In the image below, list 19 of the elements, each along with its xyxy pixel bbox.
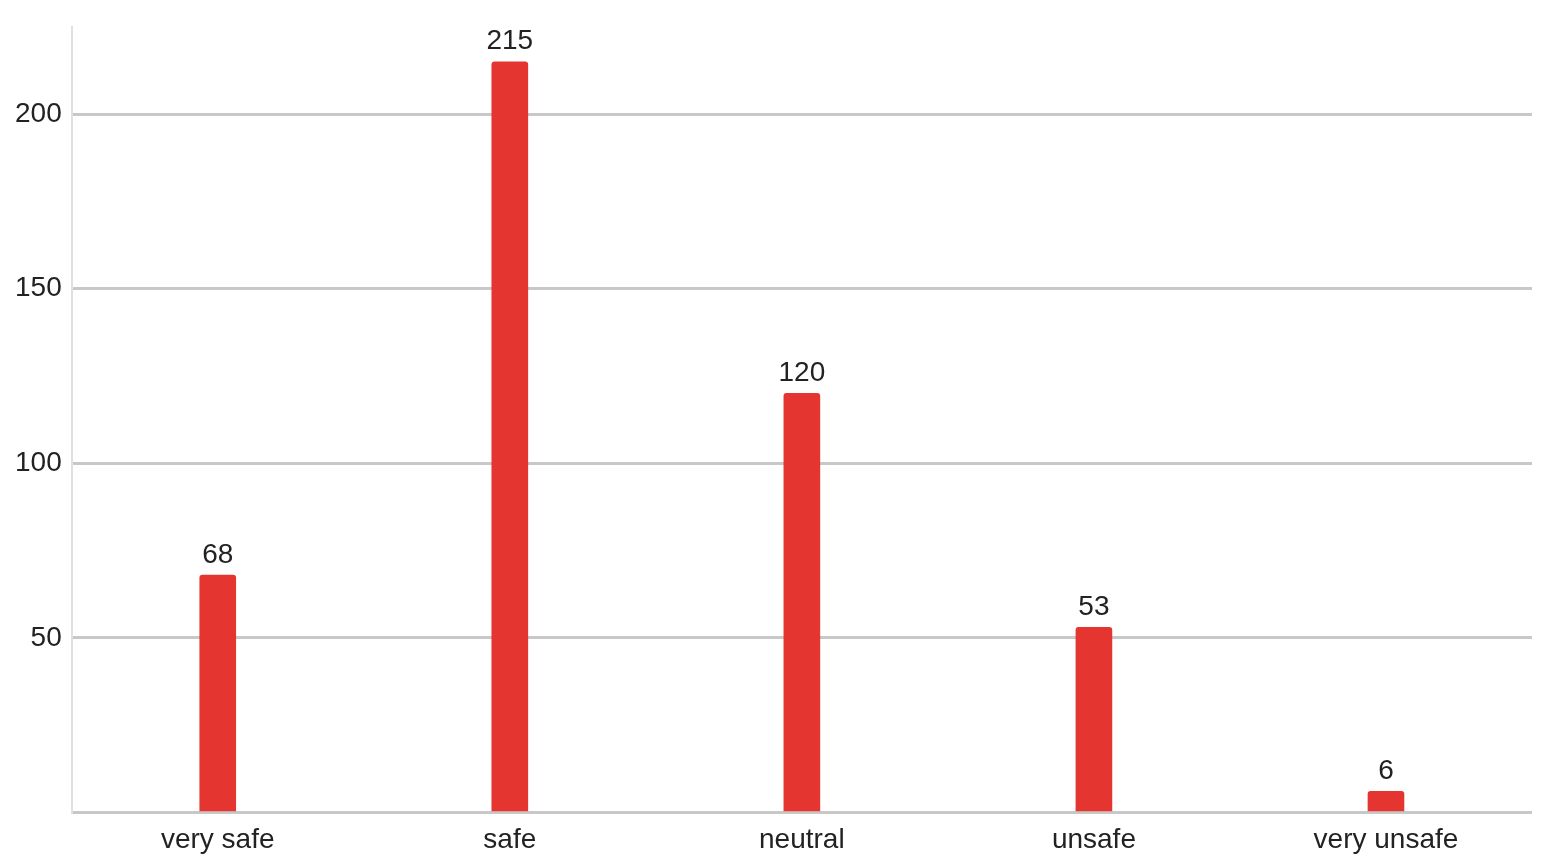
y-tick-label: 200 <box>15 96 62 128</box>
x-tick-label: very safe <box>160 822 275 854</box>
x-tick-label: unsafe <box>1051 822 1136 854</box>
data-label: 53 <box>1078 590 1110 622</box>
y-tick-label: 150 <box>15 271 62 303</box>
bar <box>491 61 529 812</box>
y-tick-label: 50 <box>30 620 62 652</box>
bar <box>1367 791 1405 812</box>
x-tick-label: neutral <box>759 822 845 854</box>
y-tick-label: 100 <box>15 445 62 477</box>
data-label: 6 <box>1378 754 1394 786</box>
bar <box>1075 627 1113 812</box>
data-label: 68 <box>202 537 234 569</box>
bar <box>199 574 237 812</box>
bar <box>783 393 821 812</box>
x-tick-label: very unsafe <box>1313 822 1459 854</box>
data-label: 215 <box>486 24 534 56</box>
data-label: 120 <box>778 356 826 388</box>
x-tick-label: safe <box>483 822 537 854</box>
